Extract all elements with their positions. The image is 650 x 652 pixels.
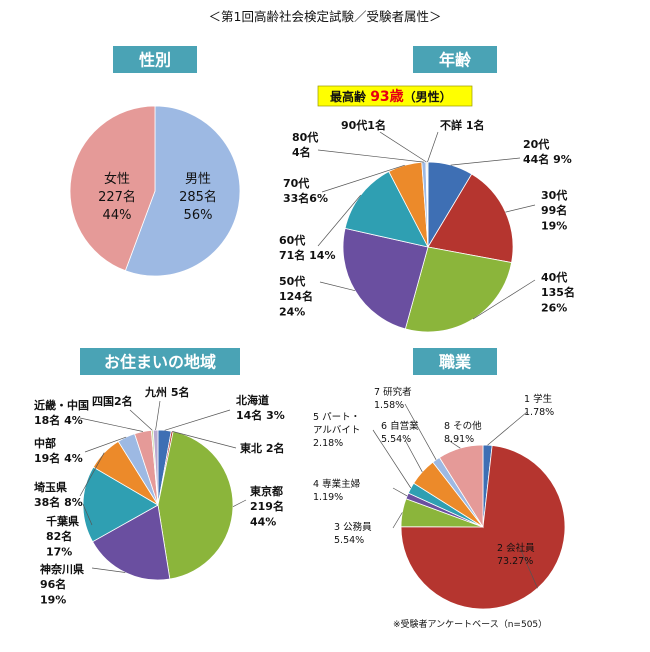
occupation-slice-8: [438, 444, 484, 529]
age-label-7: 80代 4名: [292, 130, 318, 159]
occupation-label-4: 4 専業主婦 1.19%: [313, 478, 360, 503]
occupation-label-3: 3 公務員 5.54%: [334, 521, 372, 546]
age-label-9: 不詳 1名: [440, 118, 484, 132]
age-highlight-box: [317, 85, 473, 107]
gender-label-1: 男性 285名 56%: [179, 172, 217, 223]
age-label-4: 50代 124名 24%: [279, 274, 313, 318]
gender-slice-2: [69, 105, 156, 272]
occupation-heading-bg: [413, 348, 497, 375]
gender-slice-1: [124, 105, 241, 277]
occupation-leader-4: [392, 487, 408, 497]
region-label-6: 埼玉県 38名 8%: [34, 480, 83, 509]
occupation-leader-1: [487, 411, 528, 446]
age-leader-1: [450, 157, 521, 166]
region-label-3: 東京都 219名 44%: [250, 484, 284, 528]
region-label-10: 九州 5名: [144, 385, 189, 399]
age-label-5: 60代 71名 14%: [279, 233, 335, 262]
region-leader-4: [91, 567, 126, 573]
region-leader-6: [79, 452, 105, 497]
age-slice-2: [427, 173, 514, 264]
occupation-label-8: 8 その他 8.91%: [444, 420, 482, 445]
occupation-label-5: 5 パート・アルバイト 2.18%: [313, 412, 360, 449]
region-leader-10: [155, 400, 161, 431]
occupation-leader-3: [392, 512, 403, 529]
region-label-8: 近畿・中国 18名 4%: [34, 398, 89, 427]
age-leader-9: [427, 131, 439, 163]
region-slice-4: [92, 504, 171, 581]
footnote: ※受験者アンケートベース（n=505）: [393, 618, 547, 630]
age-slice-9: [426, 161, 429, 248]
occupation-label-1: 1 学生 1.78%: [524, 393, 554, 418]
gender-heading: 性別: [139, 51, 171, 70]
region-heading: お住まいの地域: [104, 353, 216, 372]
occupation-leader-6: [404, 439, 423, 473]
age-heading: 年齢: [439, 51, 472, 70]
occupation-leader-7: [404, 403, 437, 460]
occupation-label-6: 6 自営業 5.54%: [381, 420, 419, 445]
region-label-2: 東北 2名: [240, 441, 284, 455]
region-leader-9: [129, 409, 153, 431]
occupation-leader-5: [372, 429, 412, 489]
age-leader-6: [321, 164, 405, 193]
age-leader-5: [317, 194, 361, 247]
page-title: ＜第1回高齢社会検定試験／受験者属性＞: [209, 9, 442, 24]
region-label-1: 北海道 14名 3%: [236, 393, 285, 422]
region-leader-1: [164, 409, 231, 431]
age-slice-4: [342, 227, 429, 330]
age-label-1: 20代 44名 9%: [523, 137, 572, 166]
region-label-5: 千葉県 82名 17%: [46, 514, 79, 558]
region-leader-7: [84, 436, 127, 453]
occupation-label-7: 7 研究者 1.58%: [374, 386, 412, 411]
occupation-leader-2: [519, 547, 538, 589]
region-leader-8: [79, 417, 143, 432]
gender-heading-bg: [113, 46, 197, 73]
age-heading-bg: [413, 46, 497, 73]
region-slice-3: [157, 431, 234, 580]
age-highlight-text: 最高齢 93歳（男性）: [330, 88, 452, 105]
region-label-7: 中部 19名 4%: [34, 436, 83, 465]
region-slice-10: [152, 429, 159, 506]
region-leader-3: [232, 499, 247, 508]
occupation-leader-8: [447, 439, 461, 449]
region-leader-2: [172, 431, 237, 449]
region-label-4: 神奈川県 96名 19%: [40, 562, 84, 606]
region-heading-bg: [80, 348, 240, 375]
age-leader-8: [379, 131, 427, 163]
occupation-label-2: 2 会社員 73.27%: [497, 542, 535, 567]
age-leader-7: [317, 149, 424, 163]
age-leader-3: [472, 279, 536, 320]
age-label-8: 90代1名: [341, 118, 386, 132]
age-label-2: 30代 99名 19%: [541, 188, 567, 232]
age-leader-2: [505, 204, 536, 213]
age-label-3: 40代 135名 26%: [541, 270, 575, 314]
age-leader-4: [319, 281, 356, 292]
region-label-9: 四国2名: [92, 394, 133, 408]
age-label-6: 70代 33名6%: [283, 176, 328, 205]
occupation-heading: 職業: [439, 353, 472, 372]
region-leader-5: [82, 504, 93, 526]
gender-label-2: 女性 227名 44%: [98, 171, 136, 223]
